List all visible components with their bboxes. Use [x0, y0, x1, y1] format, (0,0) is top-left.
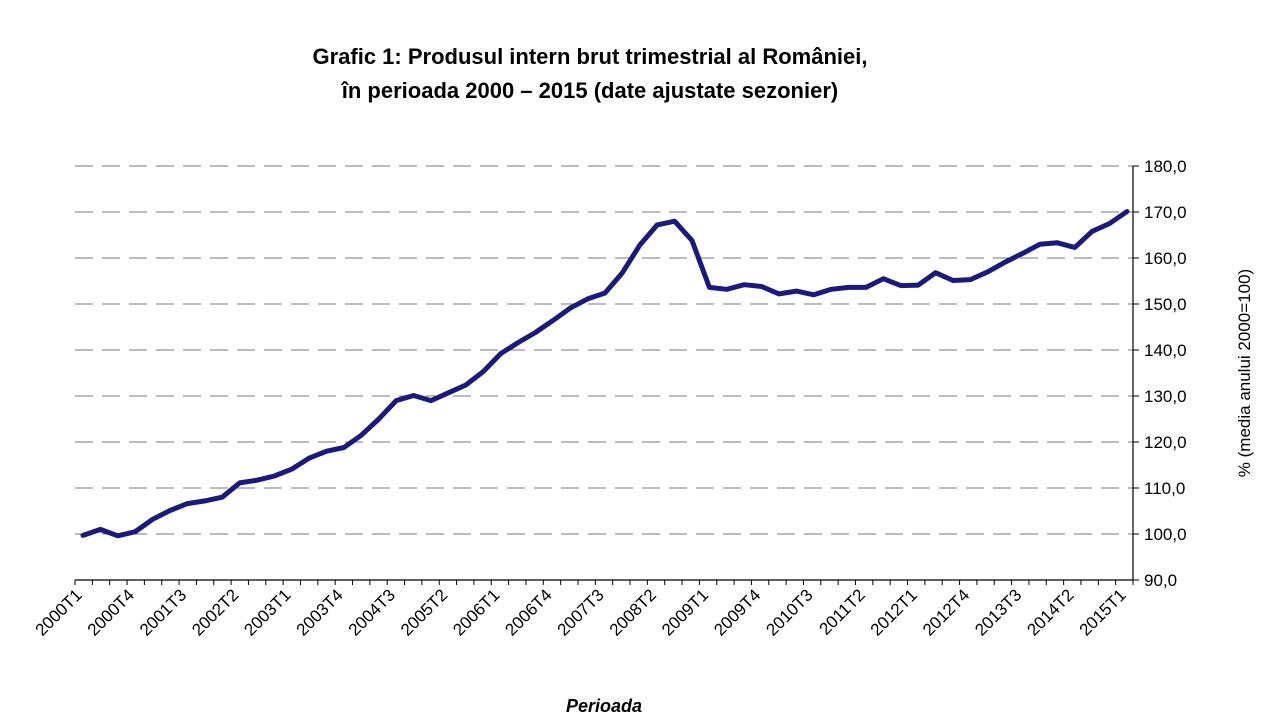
x-tick-label: 2006T4: [501, 585, 555, 639]
x-tick-label: 2004T3: [345, 585, 399, 639]
x-tick-label: 2012T1: [867, 585, 921, 639]
x-tick-label: 2015T1: [1076, 585, 1130, 639]
y-tick-label: 140,0: [1144, 341, 1187, 360]
x-tick-label: 2006T1: [449, 585, 503, 639]
gridlines: [75, 165, 1133, 535]
x-tick-label: 2005T2: [397, 585, 451, 639]
x-tick-label: 2000T1: [32, 585, 86, 639]
x-axis-label: Perioada: [566, 696, 642, 716]
y-tick-label: 100,0: [1144, 525, 1187, 544]
chart-title: Grafic 1: Produsul intern brut trimestri…: [312, 44, 868, 69]
x-tick-label: 2002T2: [188, 585, 242, 639]
x-tick-label: 2014T2: [1023, 585, 1077, 639]
x-tick-label: 2001T3: [136, 585, 190, 639]
x-tick-label: 2009T4: [710, 585, 764, 639]
y-tick-label: 170,0: [1144, 203, 1187, 222]
chart-subtitle: în perioada 2000 – 2015 (date ajustate s…: [341, 78, 839, 103]
x-tick-label: 2003T4: [293, 585, 347, 639]
y-tick-label: 180,0: [1144, 157, 1187, 176]
x-tick-label: 2009T1: [658, 585, 712, 639]
series-group: [80, 209, 1130, 539]
x-tick-label: 2003T1: [240, 585, 294, 639]
x-tick-labels: 2000T12000T42001T32002T22003T12003T42004…: [32, 585, 1130, 639]
x-tick-label: 2011T2: [816, 585, 869, 638]
x-tick-label: 2010T3: [762, 585, 816, 639]
x-tick-label: 2007T3: [554, 585, 608, 639]
y-tick-label: 150,0: [1144, 295, 1187, 314]
x-tick-label: 2008T2: [606, 585, 660, 639]
axes: [74, 165, 1139, 585]
y-tick-label: 110,0: [1144, 479, 1185, 498]
y-tick-label: 120,0: [1144, 433, 1187, 452]
y-tick-label: 90,0: [1144, 571, 1177, 590]
y-tick-labels: 90,0 100,0 110,0 120,0 130,0 140,0 150,0 160,0 1…: [1144, 157, 1187, 590]
y-tick-label: 160,0: [1144, 249, 1187, 268]
series-line: [80, 209, 1130, 539]
x-tick-label: 2013T3: [971, 585, 1025, 639]
x-tick-label: 2012T4: [919, 585, 973, 639]
x-tick-label: 2000T4: [84, 585, 138, 639]
y-tick-label: 130,0: [1144, 387, 1187, 406]
chart-title-block: Grafic 1: Produsul intern brut trimestri…: [0, 40, 1180, 108]
y-axis-label: % (media anului 2000=100): [1235, 269, 1254, 477]
